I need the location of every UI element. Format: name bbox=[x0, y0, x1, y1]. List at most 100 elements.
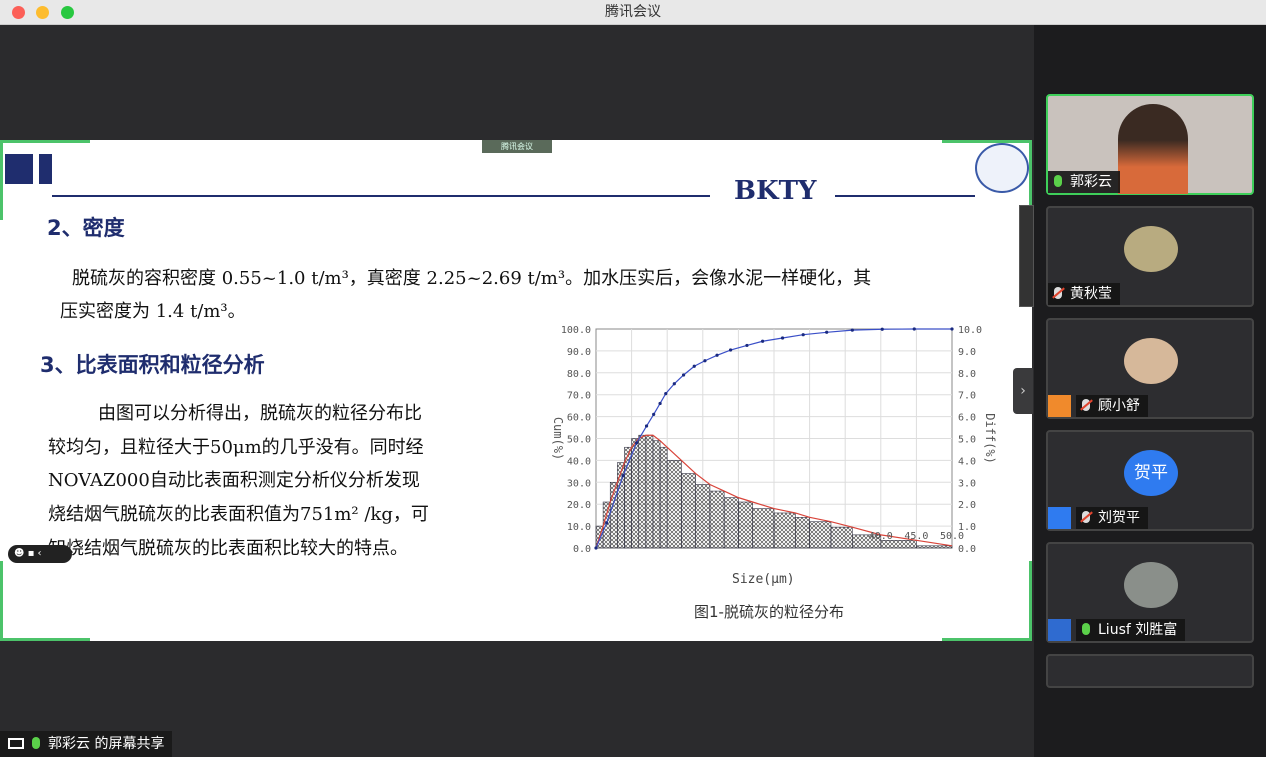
histogram-bar bbox=[809, 521, 832, 549]
participant-name: 刘贺平 bbox=[1098, 510, 1140, 526]
cumulative-point bbox=[605, 521, 609, 525]
cumulative-point bbox=[692, 364, 696, 368]
y2-tick-label: 8.0 bbox=[958, 369, 976, 380]
screen-share-label: 郭彩云 的屏幕共享 bbox=[0, 731, 173, 757]
histogram-bar bbox=[631, 438, 640, 549]
y-tick-label: 10.0 bbox=[567, 522, 591, 533]
cumulative-point bbox=[652, 412, 656, 417]
cumulative-point bbox=[681, 373, 686, 377]
histogram-bar bbox=[645, 434, 654, 549]
y-tick-label: 90.0 bbox=[567, 347, 591, 358]
participant-tile[interactable]: Liusf 刘胜富 bbox=[1046, 542, 1254, 643]
cumulative-point bbox=[850, 328, 854, 332]
histogram-bar bbox=[652, 440, 661, 549]
title-bar: 腾讯会议 bbox=[0, 0, 1266, 25]
cumulative-point bbox=[801, 333, 805, 337]
cumulative-point bbox=[703, 359, 707, 363]
cumulative-point bbox=[634, 441, 639, 445]
histogram-bar bbox=[830, 526, 853, 549]
cumulative-point bbox=[644, 424, 649, 428]
avatar bbox=[1124, 338, 1178, 384]
y-tick-label: 0.0 bbox=[573, 544, 591, 555]
density-text: 脱硫灰的容积密度 0.55~1.0 t/m³，真密度 2.25~2.69 t/m… bbox=[72, 268, 872, 289]
participant-name-tag: 顾小舒 bbox=[1076, 395, 1148, 417]
mic-muted-icon bbox=[1082, 399, 1090, 411]
histogram-bar bbox=[695, 484, 711, 549]
minimize-window-button[interactable] bbox=[36, 6, 49, 19]
histogram-bar bbox=[659, 446, 668, 549]
y2-tick-label: 4.0 bbox=[958, 456, 976, 467]
mic-muted-icon bbox=[1082, 511, 1090, 523]
cumulative-point bbox=[621, 474, 625, 478]
user-icon bbox=[1048, 395, 1071, 417]
participant-name: 顾小舒 bbox=[1098, 398, 1140, 414]
histogram-bar bbox=[916, 545, 953, 549]
histogram-bar bbox=[681, 473, 696, 549]
cumulative-point bbox=[880, 327, 884, 331]
participant-tile[interactable]: 顾小舒 bbox=[1046, 318, 1254, 419]
analysis-text: 由图可以分析得出，脱硫灰的粒径分布比 bbox=[98, 403, 422, 424]
y2-tick-label: 2.0 bbox=[958, 500, 976, 511]
cumulative-point bbox=[594, 546, 598, 550]
density-text: 压实密度为 1.4 t/m³。 bbox=[60, 301, 246, 322]
cumulative-point bbox=[912, 327, 916, 331]
participant-name-tag: 黄秋莹 bbox=[1048, 283, 1120, 305]
university-logo bbox=[975, 143, 1029, 193]
cumulative-point bbox=[950, 327, 954, 331]
window-title: 腾讯会议 bbox=[605, 4, 661, 20]
x-tick-label: 45.0 bbox=[904, 531, 928, 542]
share-frame-corner bbox=[942, 140, 1032, 220]
participant-video bbox=[1118, 104, 1188, 194]
y-tick-label: 60.0 bbox=[567, 413, 591, 424]
avatar: 贺平 bbox=[1124, 450, 1178, 496]
share-frame-corner bbox=[942, 561, 1032, 641]
floating-toolbar[interactable]: ☻ ▪ ‹ bbox=[8, 545, 72, 563]
participant-tile[interactable] bbox=[1046, 654, 1254, 688]
y-axis-label: Cum(%) bbox=[551, 417, 565, 460]
y-tick-label: 20.0 bbox=[567, 500, 591, 511]
maximize-window-button[interactable] bbox=[61, 6, 74, 19]
participant-tile[interactable]: 贺平 刘贺平 bbox=[1046, 430, 1254, 531]
analysis-text: NOVAZ000自动比表面积测定分析仪分析发现 bbox=[48, 470, 420, 491]
analysis-text: 知烧结烟气脱硫灰的比表面积比较大的特点。 bbox=[48, 538, 408, 559]
participant-tile[interactable]: 黄秋莹 bbox=[1046, 206, 1254, 307]
shared-slide: 腾讯会议 BKTY 2、密度 脱硫灰的容积密度 0.55~1.0 t/m³，真密… bbox=[0, 140, 1032, 641]
diff-curve bbox=[595, 434, 953, 549]
mini-video-tile[interactable] bbox=[1019, 205, 1034, 307]
x-tick-label: 40.0 bbox=[869, 531, 893, 542]
y2-tick-label: 7.0 bbox=[958, 391, 976, 402]
y2-tick-label: 6.0 bbox=[958, 413, 976, 424]
cumulative-point bbox=[672, 382, 676, 386]
cumulative-point bbox=[825, 330, 829, 334]
header-divider bbox=[835, 195, 975, 197]
histogram-bar bbox=[723, 497, 739, 549]
y2-tick-label: 5.0 bbox=[958, 435, 976, 446]
figure-caption: 图1-脱硫灰的粒径分布 bbox=[694, 603, 844, 621]
user-icon bbox=[1048, 507, 1071, 529]
y2-axis-label: Diff(%) bbox=[983, 413, 997, 464]
brand-title: BKTY bbox=[734, 176, 817, 206]
y-tick-label: 30.0 bbox=[567, 478, 591, 489]
y-tick-label: 70.0 bbox=[567, 391, 591, 402]
user-icon bbox=[1048, 619, 1071, 641]
y-tick-label: 80.0 bbox=[567, 369, 591, 380]
meeting-share-badge[interactable]: 腾讯会议 bbox=[482, 140, 552, 153]
presenter-name: 郭彩云 bbox=[48, 736, 90, 752]
histogram-bar bbox=[638, 434, 647, 549]
slide-header-block bbox=[5, 154, 33, 184]
microphone-icon bbox=[1054, 175, 1062, 187]
collapse-panel-button[interactable]: › bbox=[1013, 368, 1033, 414]
participant-name: 黄秋莹 bbox=[1070, 286, 1112, 302]
participant-name-tag: 刘贺平 bbox=[1076, 507, 1148, 529]
header-divider bbox=[52, 195, 710, 197]
histogram-bar bbox=[709, 490, 725, 549]
cumulative-point bbox=[745, 343, 749, 348]
close-window-button[interactable] bbox=[12, 6, 25, 19]
participant-tile[interactable]: 郭彩云 bbox=[1046, 94, 1254, 195]
avatar bbox=[1124, 562, 1178, 608]
section-heading-particle: 3、比表面积和粒径分析 bbox=[40, 353, 265, 377]
participant-name-tag: 郭彩云 bbox=[1048, 171, 1120, 193]
screen-share-icon bbox=[8, 738, 24, 749]
microphone-icon bbox=[1082, 623, 1090, 635]
x-axis-label: Size(μm) bbox=[732, 572, 795, 587]
